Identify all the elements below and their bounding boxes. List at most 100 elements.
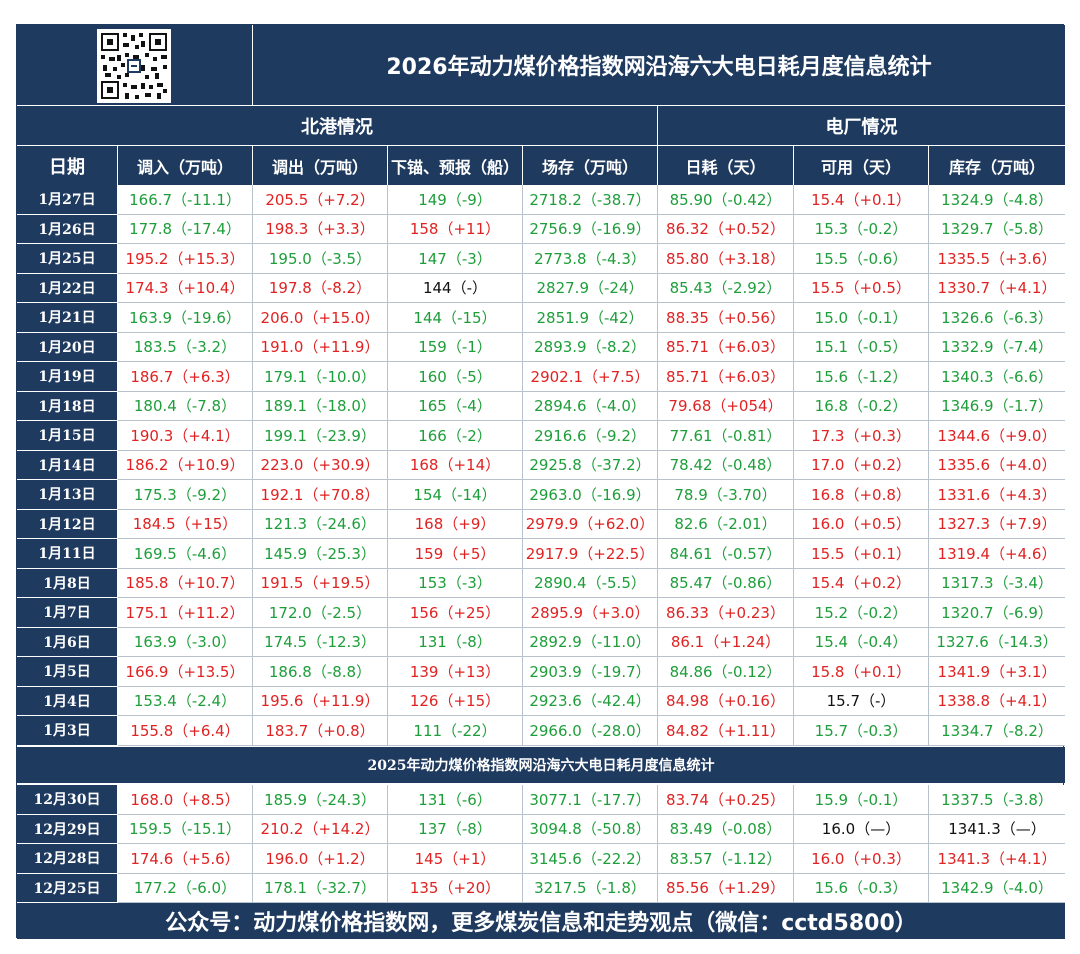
inflow-cell: 163.9（-19.6） bbox=[118, 303, 253, 333]
inflow-cell: 186.7（+6.3） bbox=[118, 362, 253, 392]
inventory-cell: 1326.6（-6.3） bbox=[929, 303, 1065, 333]
inventory-cell: 1319.4（+4.6） bbox=[929, 539, 1065, 569]
anchored-ships-cell: 111（-22） bbox=[388, 716, 523, 746]
outflow-cell: 185.9（-24.3） bbox=[253, 785, 388, 815]
daily-consumption-cell: 77.61（-0.81） bbox=[658, 421, 794, 451]
date-cell: 1月3日 bbox=[17, 716, 118, 746]
inflow-cell: 195.2（+15.3） bbox=[118, 244, 253, 274]
date-cell: 1月4日 bbox=[17, 686, 118, 716]
qr-cell bbox=[17, 25, 253, 105]
anchored-ships-cell: 158（+11） bbox=[388, 214, 523, 244]
available-days-cell: 16.8（+0.8） bbox=[794, 480, 929, 510]
available-days-cell: 17.0（+0.2） bbox=[794, 450, 929, 480]
anchored-ships-cell: 147（-3） bbox=[388, 244, 523, 274]
date-cell: 1月25日 bbox=[17, 244, 118, 274]
daily-consumption-cell: 85.80（+3.18） bbox=[658, 244, 794, 274]
yard-stock-cell: 3077.1（-17.7） bbox=[523, 785, 658, 815]
table-row: 1月13日 175.3（-9.2） 192.1（+70.8） 154（-14） 2963… bbox=[17, 480, 1065, 510]
available-days-cell: 15.5（-0.6） bbox=[794, 244, 929, 274]
inflow-cell: 185.8（+10.7） bbox=[118, 568, 253, 598]
daily-consumption-cell: 85.71（+6.03） bbox=[658, 332, 794, 362]
available-days-cell: 15.0（-0.1） bbox=[794, 303, 929, 333]
daily-consumption-cell: 86.32（+0.52） bbox=[658, 214, 794, 244]
daily-consumption-cell: 85.56（+1.29） bbox=[658, 873, 794, 903]
yard-stock-cell: 3217.5（-1.8） bbox=[523, 873, 658, 903]
section-title-2025: 2025年动力煤价格指数网沿海六大电日耗月度信息统计 bbox=[17, 747, 1065, 783]
available-days-cell: 15.7（-） bbox=[794, 686, 929, 716]
available-days-cell: 15.4（-0.4） bbox=[794, 627, 929, 657]
inflow-cell: 175.1（+11.2） bbox=[118, 598, 253, 628]
table-row: 12月25日 177.2（-6.0） 178.1（-32.7） 135（+20） 321… bbox=[17, 873, 1065, 903]
title-bar: 2026年动力煤价格指数网沿海六大电日耗月度信息统计 bbox=[17, 25, 1065, 105]
yard-stock-cell: 2903.9（-19.7） bbox=[523, 657, 658, 687]
anchored-ships-cell: 149（-9） bbox=[388, 185, 523, 215]
column-header-yard-stock: 场存（万吨） bbox=[523, 145, 658, 185]
available-days-cell: 15.5（+0.5） bbox=[794, 273, 929, 303]
available-days-cell: 15.6（-0.3） bbox=[794, 873, 929, 903]
inflow-cell: 159.5（-15.1） bbox=[118, 814, 253, 844]
footer-banner: 公众号：动力煤价格指数网，更多煤炭信息和走势观点（微信：cctd5800） bbox=[17, 903, 1065, 939]
column-header-inflow: 调入（万吨） bbox=[118, 145, 253, 185]
available-days-cell: 15.7（-0.3） bbox=[794, 716, 929, 746]
inventory-cell: 1337.5（-3.8） bbox=[929, 785, 1065, 815]
outflow-cell: 145.9（-25.3） bbox=[253, 539, 388, 569]
outflow-cell: 186.8（-8.8） bbox=[253, 657, 388, 687]
yard-stock-cell: 2979.9（+62.0） bbox=[523, 509, 658, 539]
anchored-ships-cell: 159（-1） bbox=[388, 332, 523, 362]
outflow-cell: 172.0（-2.5） bbox=[253, 598, 388, 628]
date-cell: 1月5日 bbox=[17, 657, 118, 687]
inventory-cell: 1320.7（-6.9） bbox=[929, 598, 1065, 628]
table-row: 1月15日 190.3（+4.1） 199.1（-23.9） 166（-2） 2916.… bbox=[17, 421, 1065, 451]
anchored-ships-cell: 168（+14） bbox=[388, 450, 523, 480]
available-days-cell: 15.8（+0.1） bbox=[794, 657, 929, 687]
outflow-cell: 174.5（-12.3） bbox=[253, 627, 388, 657]
daily-consumption-cell: 85.90（-0.42） bbox=[658, 185, 794, 215]
inflow-cell: 174.3（+10.4） bbox=[118, 273, 253, 303]
daily-consumption-cell: 84.98（+0.16） bbox=[658, 686, 794, 716]
column-header-inventory: 库存（万吨） bbox=[929, 145, 1065, 185]
date-cell: 1月27日 bbox=[17, 185, 118, 215]
yard-stock-cell: 2718.2（-38.7） bbox=[523, 185, 658, 215]
table-row: 1月22日 174.3（+10.4） 197.8（-8.2） 144（-） 2827.9… bbox=[17, 273, 1065, 303]
inflow-cell: 153.4（-2.4） bbox=[118, 686, 253, 716]
anchored-ships-cell: 131（-8） bbox=[388, 627, 523, 657]
outflow-cell: 206.0（+15.0） bbox=[253, 303, 388, 333]
inflow-cell: 166.7（-11.1） bbox=[118, 185, 253, 215]
date-cell: 1月14日 bbox=[17, 450, 118, 480]
available-days-cell: 15.4（+0.1） bbox=[794, 185, 929, 215]
daily-consumption-cell: 82.6（-2.01） bbox=[658, 509, 794, 539]
anchored-ships-cell: 156（+25） bbox=[388, 598, 523, 628]
date-cell: 1月11日 bbox=[17, 539, 118, 569]
date-cell: 1月12日 bbox=[17, 509, 118, 539]
inventory-cell: 1317.3（-3.4） bbox=[929, 568, 1065, 598]
inventory-cell: 1334.7（-8.2） bbox=[929, 716, 1065, 746]
yard-stock-cell: 2917.9（+22.5） bbox=[523, 539, 658, 569]
column-header-date: 日期 bbox=[17, 145, 118, 185]
inflow-cell: 183.5（-3.2） bbox=[118, 332, 253, 362]
table-row: 1月18日 180.4（-7.8） 189.1（-18.0） 165（-4） 2894.… bbox=[17, 391, 1065, 421]
inflow-cell: 190.3（+4.1） bbox=[118, 421, 253, 451]
yard-stock-cell: 2827.9（-24） bbox=[523, 273, 658, 303]
table-row: 1月11日 169.5（-4.6） 145.9（-25.3） 159（+5） 2917.… bbox=[17, 539, 1065, 569]
anchored-ships-cell: 139（+13） bbox=[388, 657, 523, 687]
table-row: 1月21日 163.9（-19.6） 206.0（+15.0） 144（-15） 285… bbox=[17, 303, 1065, 333]
outflow-cell: 195.0（-3.5） bbox=[253, 244, 388, 274]
date-cell: 1月19日 bbox=[17, 362, 118, 392]
daily-consumption-cell: 83.57（-1.12） bbox=[658, 844, 794, 874]
inventory-cell: 1327.3（+7.9） bbox=[929, 509, 1065, 539]
inventory-cell: 1342.9（-4.0） bbox=[929, 873, 1065, 903]
coal-index-table: 2026年动力煤价格指数网沿海六大电日耗月度信息统计 北港情况 电厂情况 日期 … bbox=[16, 24, 1065, 939]
inventory-cell: 1344.6（+9.0） bbox=[929, 421, 1065, 451]
inventory-cell: 1346.9（-1.7） bbox=[929, 391, 1065, 421]
inflow-cell: 166.9（+13.5） bbox=[118, 657, 253, 687]
available-days-cell: 15.2（-0.2） bbox=[794, 598, 929, 628]
anchored-ships-cell: 166（-2） bbox=[388, 421, 523, 451]
available-days-cell: 16.0（+0.5） bbox=[794, 509, 929, 539]
available-days-cell: 15.5（+0.1） bbox=[794, 539, 929, 569]
inventory-cell: 1338.8（+4.1） bbox=[929, 686, 1065, 716]
anchored-ships-cell: 137（-8） bbox=[388, 814, 523, 844]
anchored-ships-cell: 165（-4） bbox=[388, 391, 523, 421]
inventory-cell: 1340.3（-6.6） bbox=[929, 362, 1065, 392]
outflow-cell: 197.8（-8.2） bbox=[253, 273, 388, 303]
yard-stock-cell: 2895.9（+3.0） bbox=[523, 598, 658, 628]
